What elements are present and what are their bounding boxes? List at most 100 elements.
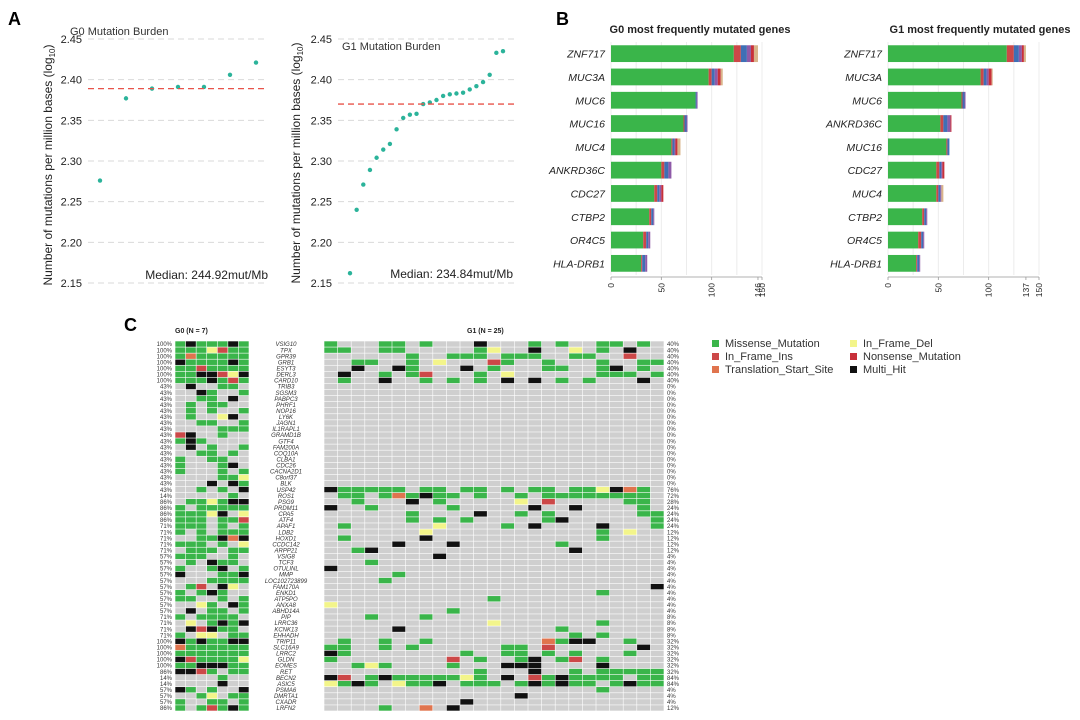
oncoplot-cell-g1 — [473, 571, 487, 578]
oncoplot-cell-g1 — [650, 577, 664, 584]
oncoplot-cell-g1 — [392, 474, 406, 481]
oncoplot-cell-g1 — [405, 596, 419, 602]
oncoplot-cell-g1 — [555, 420, 569, 426]
oncoplot-cell-g1 — [623, 565, 637, 572]
oncoplot-cell-g0 — [175, 432, 186, 438]
gene-label: MUC4 — [575, 142, 605, 154]
oncoplot-cell-g1 — [351, 468, 365, 475]
oncoplot-cell-g1 — [446, 347, 460, 353]
oncoplot-cell-g1 — [460, 371, 474, 378]
oncoplot-cell-g1 — [446, 626, 460, 632]
oncoplot-cell-g1 — [473, 347, 487, 353]
oncoplot-cell-g1 — [378, 353, 392, 359]
oncoplot-cell-g0 — [196, 456, 207, 463]
gene-name: RET — [280, 670, 293, 676]
median-label-g1: Median: 234.84mut/Mb — [390, 267, 513, 281]
g0-percent: 71% — [160, 548, 173, 554]
oncoplot-cell-g0 — [196, 571, 207, 578]
oncoplot-cell-g1 — [514, 420, 528, 426]
oncoplot-cell-g0 — [217, 353, 228, 359]
oncoplot-cell-g1 — [446, 565, 460, 572]
oncoplot-cell-g1 — [337, 541, 351, 547]
oncoplot-cell-g1 — [351, 571, 365, 578]
oncoplot-cell-g1 — [582, 632, 596, 638]
oncoplot-cell-g1 — [623, 401, 637, 408]
oncoplot-cell-g1 — [650, 529, 664, 535]
g0-percent: 57% — [160, 603, 173, 609]
oncoplot-cell-g1 — [433, 371, 447, 378]
oncoplot-cell-g1 — [446, 523, 460, 529]
oncoplot-cell-g1 — [623, 632, 637, 638]
g1-percent: 0% — [667, 397, 676, 403]
oncoplot-cell-g1 — [351, 644, 365, 651]
bar-segment — [611, 231, 644, 249]
oncoplot-cell-g0 — [185, 438, 196, 444]
oncoplot-cell-g1 — [324, 511, 338, 517]
oncoplot-cell-g1 — [623, 408, 637, 414]
oncoplot-cell-g1 — [609, 620, 623, 626]
oncoplot-cell-g1 — [623, 517, 637, 523]
bar-segment — [941, 161, 943, 179]
oncoplot-cell-g1 — [514, 438, 528, 444]
oncoplot-cell-g1 — [378, 480, 392, 487]
oncoplot-cell-g0 — [228, 401, 239, 408]
oncoplot-cell-g1 — [433, 589, 447, 596]
oncoplot-cell-g1 — [487, 492, 501, 499]
oncoplot-cell-g1 — [609, 571, 623, 578]
g1-percent: 0% — [667, 445, 676, 451]
bar-segment — [1006, 45, 1014, 63]
bar-segment — [643, 231, 647, 249]
oncoplot-cell-g1 — [446, 553, 460, 560]
oncoplot-cell-g1 — [487, 553, 501, 560]
oncoplot-cell-g1 — [609, 608, 623, 614]
oncoplot-cell-g0 — [238, 395, 249, 402]
oncoplot-cell-g1 — [446, 608, 460, 614]
genes-chart-g0: G0 most frequently mutated genes ZNF717M… — [548, 24, 791, 297]
oncoplot-cell-g1 — [392, 492, 406, 499]
oncoplot-cell-g0 — [217, 511, 228, 517]
gene-name: VSIG8 — [277, 555, 295, 561]
oncoplot-cell-g1 — [365, 541, 379, 547]
oncoplot-cell-g1 — [609, 480, 623, 487]
oncoplot-cell-g1 — [541, 674, 555, 681]
oncoplot-cell-g1 — [433, 377, 447, 384]
g0-percent: 100% — [157, 366, 173, 372]
oncoplot-cell-g1 — [501, 486, 515, 493]
oncoplot-cell-g1 — [623, 577, 637, 584]
oncoplot-cell-g0 — [217, 444, 228, 450]
oncoplot-cell-g1 — [392, 408, 406, 414]
oncoplot-cell-g1 — [433, 426, 447, 432]
oncoplot-cell-g1 — [514, 408, 528, 414]
oncoplot-cell-g1 — [623, 523, 637, 529]
g1-percent: 0% — [667, 451, 676, 457]
oncoplot-cell-g1 — [623, 656, 637, 663]
oncoplot-cell-g1 — [609, 359, 623, 365]
y-tick-label: 2.25 — [311, 197, 332, 209]
oncoplot-cell-g1 — [569, 699, 583, 705]
oncoplot-cell-g1 — [609, 389, 623, 396]
oncoplot-cell-g1 — [405, 589, 419, 596]
oncoplot-cell-g0 — [228, 438, 239, 444]
gene-name: LRRC2 — [276, 652, 296, 658]
oncoplot-cell-g0 — [175, 365, 186, 372]
gene-label: CTBP2 — [571, 212, 605, 224]
oncoplot-cell-g1 — [528, 365, 542, 372]
oncoplot-cell-g1 — [351, 389, 365, 396]
oncoplot-cell-g0 — [185, 705, 196, 711]
g0-percent: 57% — [160, 573, 173, 579]
oncoplot-cell-g1 — [501, 365, 515, 372]
oncoplot-cell-g1 — [501, 705, 515, 711]
oncoplot-cell-g1 — [487, 535, 501, 541]
oncoplot-cell-g1 — [596, 662, 610, 669]
oncoplot-cell-g1 — [555, 668, 569, 675]
oncoplot-cell-g1 — [541, 626, 555, 632]
oncoplot-cell-g1 — [337, 511, 351, 517]
oncoplot-cell-g1 — [365, 523, 379, 529]
oncoplot-cell-g0 — [175, 620, 186, 626]
oncoplot-cell-g1 — [501, 383, 515, 390]
oncoplot-cell-g1 — [378, 596, 392, 602]
oncoplot-cell-g1 — [405, 674, 419, 681]
oncoplot-cell-g1 — [650, 377, 664, 384]
oncoplot-cell-g1 — [487, 523, 501, 529]
oncoplot-cell-g1 — [582, 541, 596, 547]
